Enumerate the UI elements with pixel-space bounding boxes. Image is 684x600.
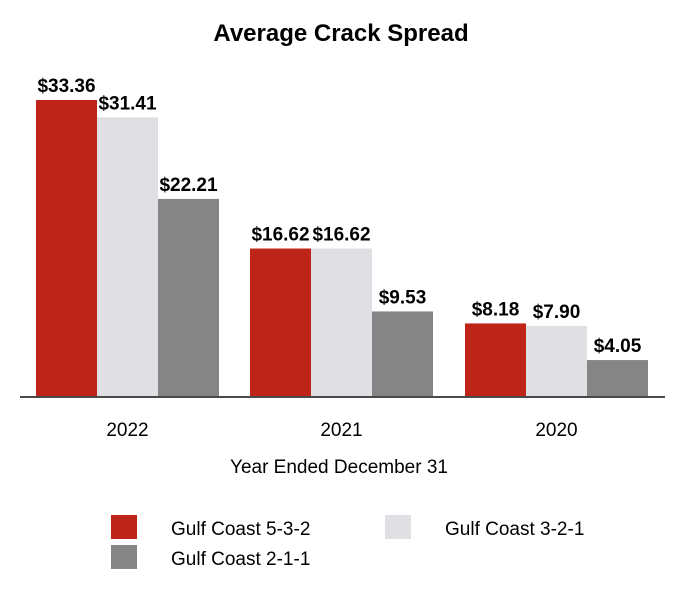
bar-2022-gulf-coast-2-1-1: [158, 198, 219, 396]
legend-swatch-gulf-coast-2-1-1: [111, 545, 137, 569]
bars-group: $33.36$31.41 $22.21 $16.62 $16.62 $9.53 $8.18…: [36, 76, 648, 396]
data-label-2020-gulf-coast-5-3-2: $8.18: [472, 299, 520, 320]
bar-2022-gulf-coast-3-2-1: [97, 117, 158, 396]
legend-swatch-gulf-coast-5-3-2: [111, 515, 137, 539]
data-label-2022-gulf-coast-5-3-2: $33.36: [37, 76, 95, 97]
legend: Gulf Coast 5-3-2 Gulf Coast 3-2-1 Gulf Coa…: [111, 515, 584, 570]
x-tick-label-2021: 2021: [320, 420, 362, 441]
data-label-2020-gulf-coast-2-1-1: $4.05: [594, 336, 642, 357]
bar-2021-gulf-coast-3-2-1: [311, 248, 372, 396]
data-label-2020-gulf-coast-3-2-1: $7.90: [533, 302, 581, 323]
data-label-2021-gulf-coast-3-2-1: $16.62: [312, 225, 370, 246]
bar-2021-gulf-coast-2-1-1: [372, 311, 433, 396]
bar-2021-gulf-coast-5-3-2: [250, 248, 311, 396]
chart-title: Average Crack Spread: [213, 20, 468, 47]
bar-2020-gulf-coast-2-1-1: [587, 360, 648, 396]
legend-label-gulf-coast-2-1-1: Gulf Coast 2-1-1: [171, 549, 310, 570]
data-label-2021-gulf-coast-5-3-2: $16.62: [251, 225, 309, 246]
bar-2022-gulf-coast-5-3-2: [36, 100, 97, 396]
legend-label-gulf-coast-3-2-1: Gulf Coast 3-2-1: [445, 519, 584, 540]
x-tick-label-2020: 2020: [535, 420, 577, 441]
x-tick-group: 2022 2021 2020: [106, 420, 577, 441]
data-label-2021-gulf-coast-2-1-1: $9.53: [379, 287, 427, 308]
data-label-2022-gulf-coast-2-1-1: $22.21: [159, 175, 218, 196]
data-label-2022-gulf-coast-3-2-1: $31.41: [98, 93, 157, 114]
bar-2020-gulf-coast-5-3-2: [465, 323, 526, 396]
x-tick-label-2022: 2022: [106, 420, 148, 441]
bar-2020-gulf-coast-3-2-1: [526, 325, 587, 396]
legend-label-gulf-coast-5-3-2: Gulf Coast 5-3-2: [171, 519, 310, 540]
legend-swatch-gulf-coast-3-2-1: [385, 515, 411, 539]
x-axis-label: Year Ended December 31: [230, 457, 448, 478]
